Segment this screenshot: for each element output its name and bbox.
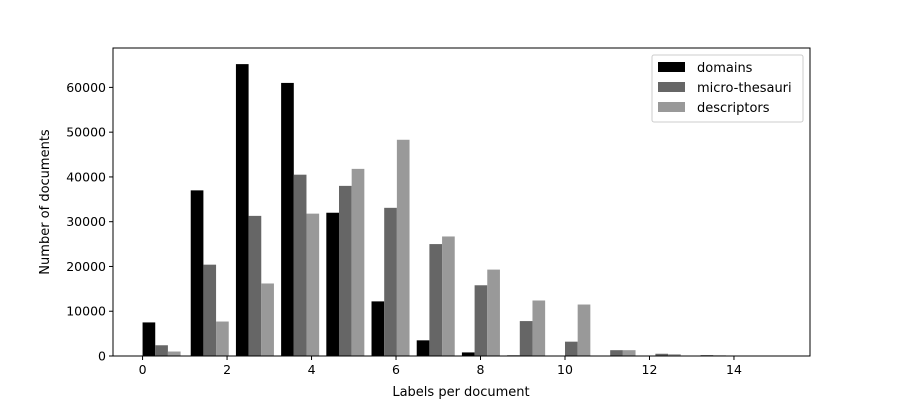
bar-domains-5 — [371, 301, 385, 356]
y-tick-label: 50000 — [66, 125, 106, 140]
y-tick-label: 10000 — [66, 304, 106, 319]
bar-descriptors-0 — [167, 351, 181, 356]
bar-micro-thesauri-5 — [384, 207, 397, 356]
bar-micro-thesauri-10 — [610, 350, 623, 356]
bar-micro-thesauri-7 — [474, 285, 488, 356]
legend-label-descriptors: descriptors — [697, 101, 770, 116]
x-tick-label: 12 — [642, 362, 658, 377]
legend-label-domains: domains — [697, 61, 753, 76]
x-tick-label: 2 — [223, 362, 231, 377]
bar-domains-4 — [326, 212, 339, 356]
y-tick-label: 0 — [98, 349, 106, 364]
bar-descriptors-11 — [668, 354, 681, 356]
y-tick-label: 30000 — [66, 214, 106, 229]
bar-micro-thesauri-8 — [519, 321, 533, 356]
y-axis-label: Number of documents — [38, 129, 53, 275]
legend-swatch-descriptors — [658, 102, 685, 112]
bar-descriptors-5 — [396, 139, 410, 356]
bar-micro-thesauri-0 — [155, 345, 168, 356]
x-tick-label: 6 — [392, 362, 400, 377]
bar-descriptors-4 — [351, 168, 365, 356]
x-tick-label: 10 — [557, 362, 573, 377]
bar-descriptors-10 — [622, 350, 636, 356]
y-axis: 0 10000 20000 30000 40000 50000 60000 — [66, 80, 113, 364]
plot-frame — [112, 47, 811, 357]
bar-micro-thesauri-1 — [203, 264, 217, 356]
x-tick-label: 4 — [308, 362, 316, 377]
x-axis-label: Labels per document — [392, 385, 529, 400]
bar-descriptors-2 — [261, 283, 274, 356]
bar-descriptors-9 — [577, 304, 591, 356]
bar-domains-2 — [235, 64, 249, 357]
x-tick-label: 8 — [477, 362, 485, 377]
bar-micro-thesauri-11 — [655, 353, 669, 356]
legend-box — [651, 54, 804, 123]
bar-domains-6 — [416, 340, 430, 356]
legend-swatch-micro-thesauri — [658, 82, 685, 92]
bars-layer — [142, 64, 772, 357]
x-tick-label: 14 — [726, 362, 742, 377]
bar-domains-7 — [461, 352, 475, 356]
bar-micro-thesauri-3 — [293, 174, 307, 356]
x-axis: 0 2 4 6 8 10 12 14 — [139, 356, 742, 377]
bar-micro-thesauri-2 — [248, 215, 262, 356]
x-tick-label: 0 — [139, 362, 147, 377]
y-tick-label: 40000 — [66, 169, 106, 184]
bar-micro-thesauri-9 — [564, 341, 578, 356]
legend-label-micro-thesauri: micro-thesauri — [697, 81, 792, 96]
y-tick-label: 60000 — [66, 80, 106, 95]
bar-descriptors-8 — [532, 300, 546, 356]
bar-domains-1 — [190, 190, 204, 356]
legend-swatch-domains — [658, 62, 685, 72]
bar-descriptors-3 — [306, 213, 320, 356]
legend: domains micro-thesauri descriptors — [651, 54, 804, 123]
y-tick-label: 20000 — [66, 259, 106, 274]
bar-domains-0 — [142, 322, 156, 356]
bar-descriptors-1 — [216, 321, 229, 356]
bar-micro-thesauri-4 — [339, 185, 352, 356]
bar-descriptors-6 — [442, 236, 455, 356]
bar-domains-3 — [281, 82, 294, 357]
bar-descriptors-7 — [487, 269, 500, 356]
bar-micro-thesauri-6 — [429, 244, 443, 356]
